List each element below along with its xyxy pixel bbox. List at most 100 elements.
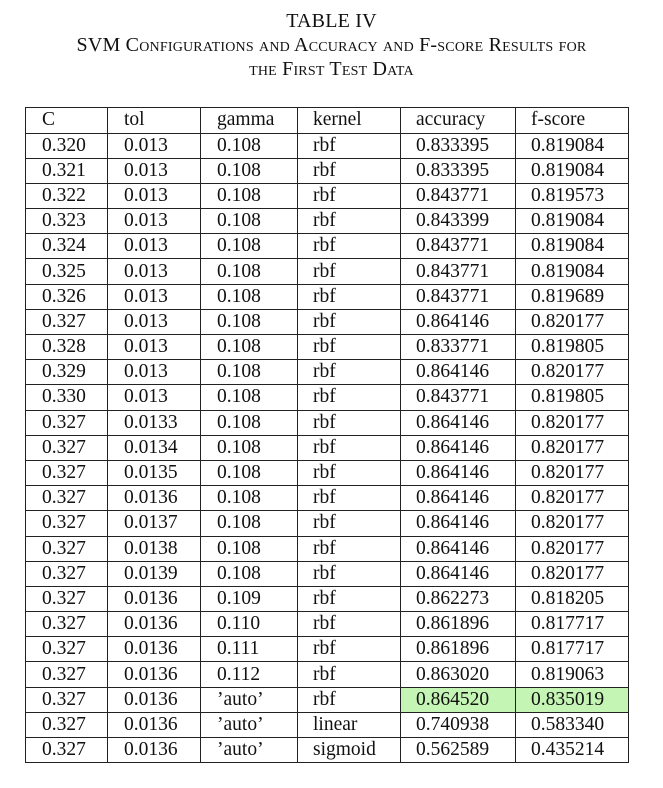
cell-accuracy: 0.864520 xyxy=(400,686,516,713)
cell-kernel: rbf xyxy=(297,611,401,638)
cell-gamma: 0.108 xyxy=(200,308,298,336)
table-row: 0.327 0.0139 0.108 rbf 0.864146 0.820177 xyxy=(25,560,629,587)
cell-tol: 0.013 xyxy=(107,132,201,159)
cell-f-score: 0.820177 xyxy=(515,434,629,461)
cell-tol: 0.013 xyxy=(107,157,201,184)
cell-kernel: rbf xyxy=(297,359,401,386)
header-c: C xyxy=(25,107,108,134)
cell-gamma: 0.108 xyxy=(200,485,298,512)
table-row: 0.327 0.0134 0.108 rbf 0.864146 0.820177 xyxy=(25,434,629,461)
table-row: 0.327 0.0136 0.110 rbf 0.861896 0.817717 xyxy=(25,611,629,638)
cell-f-score: 0.819084 xyxy=(515,157,629,184)
cell-accuracy: 0.862273 xyxy=(400,585,516,613)
table-row: 0.327 0.0138 0.108 rbf 0.864146 0.820177 xyxy=(25,535,629,562)
cell-accuracy: 0.864146 xyxy=(400,560,516,587)
cell-f-score: 0.820177 xyxy=(515,485,629,512)
cell-accuracy: 0.843771 xyxy=(400,233,516,260)
cell-f-score: 0.583340 xyxy=(515,711,629,739)
cell-c: 0.327 xyxy=(25,661,108,688)
cell-tol: 0.0136 xyxy=(107,711,201,739)
cell-gamma: 0.108 xyxy=(200,535,298,562)
cell-f-score: 0.820177 xyxy=(515,510,629,537)
cell-gamma: 0.108 xyxy=(200,157,298,184)
cell-accuracy: 0.861896 xyxy=(400,636,516,663)
cell-f-score: 0.819063 xyxy=(515,661,629,688)
cell-gamma: 0.108 xyxy=(200,208,298,235)
cell-accuracy: 0.864146 xyxy=(400,308,516,336)
table-caption: TABLE IV SVM Configurations and Accuracy… xyxy=(0,9,663,81)
cell-kernel: rbf xyxy=(297,485,401,512)
cell-f-score: 0.820177 xyxy=(515,560,629,587)
table-row: 0.327 0.0135 0.108 rbf 0.864146 0.820177 xyxy=(25,459,629,487)
cell-gamma: 0.108 xyxy=(200,359,298,386)
cell-kernel: rbf xyxy=(297,686,401,713)
cell-accuracy: 0.864146 xyxy=(400,535,516,562)
table-row: 0.327 0.0136 0.112 rbf 0.863020 0.819063 xyxy=(25,661,629,688)
table-label: TABLE IV xyxy=(286,10,377,32)
cell-gamma: 0.108 xyxy=(200,283,298,310)
cell-accuracy: 0.833395 xyxy=(400,157,516,184)
header-gamma: gamma xyxy=(200,107,298,134)
cell-tol: 0.0134 xyxy=(107,434,201,461)
cell-tol: 0.0136 xyxy=(107,585,201,613)
table-row: 0.327 0.013 0.108 rbf 0.864146 0.820177 xyxy=(25,308,629,336)
cell-accuracy: 0.843771 xyxy=(400,258,516,285)
cell-tol: 0.013 xyxy=(107,182,201,210)
cell-kernel: rbf xyxy=(297,661,401,688)
cell-c: 0.328 xyxy=(25,333,108,361)
table-row: 0.326 0.013 0.108 rbf 0.843771 0.819689 xyxy=(25,283,629,310)
cell-c: 0.322 xyxy=(25,182,108,210)
cell-tol: 0.0135 xyxy=(107,459,201,487)
cell-tol: 0.0136 xyxy=(107,686,201,713)
cell-kernel: linear xyxy=(297,711,401,739)
table-row: 0.323 0.013 0.108 rbf 0.843399 0.819084 xyxy=(25,208,629,235)
cell-gamma: ’auto’ xyxy=(200,736,298,764)
cell-kernel: rbf xyxy=(297,157,401,184)
cell-f-score: 0.819084 xyxy=(515,208,629,235)
cell-gamma: 0.108 xyxy=(200,434,298,461)
header-kernel: kernel xyxy=(297,107,401,134)
cell-c: 0.327 xyxy=(25,711,108,739)
cell-gamma: 0.111 xyxy=(200,636,298,663)
table-title-line-1: SVM Configurations and Accuracy and F-sc… xyxy=(76,34,587,56)
cell-c: 0.324 xyxy=(25,233,108,260)
cell-kernel: rbf xyxy=(297,636,401,663)
cell-accuracy: 0.833395 xyxy=(400,132,516,159)
cell-tol: 0.013 xyxy=(107,258,201,285)
cell-tol: 0.0136 xyxy=(107,636,201,663)
cell-accuracy: 0.843399 xyxy=(400,208,516,235)
cell-kernel: rbf xyxy=(297,459,401,487)
cell-c: 0.327 xyxy=(25,409,108,436)
cell-kernel: rbf xyxy=(297,208,401,235)
cell-kernel: rbf xyxy=(297,384,401,411)
cell-gamma: 0.108 xyxy=(200,510,298,537)
cell-kernel: rbf xyxy=(297,409,401,436)
cell-f-score: 0.819805 xyxy=(515,333,629,361)
cell-accuracy: 0.864146 xyxy=(400,359,516,386)
cell-tol: 0.0137 xyxy=(107,510,201,537)
cell-tol: 0.013 xyxy=(107,308,201,336)
cell-tol: 0.013 xyxy=(107,208,201,235)
header-f-score: f-score xyxy=(515,107,629,134)
table-title-line-2: the First Test Data xyxy=(249,58,414,80)
cell-tol: 0.0136 xyxy=(107,661,201,688)
table-row: 0.330 0.013 0.108 rbf 0.843771 0.819805 xyxy=(25,384,629,411)
cell-accuracy: 0.864146 xyxy=(400,409,516,436)
cell-kernel: rbf xyxy=(297,585,401,613)
table-row: 0.327 0.0136’auto’ rbf 0.864520 0.835019 xyxy=(25,686,629,713)
cell-gamma: 0.108 xyxy=(200,233,298,260)
cell-f-score: 0.819573 xyxy=(515,182,629,210)
cell-accuracy: 0.562589 xyxy=(400,736,516,764)
cell-tol: 0.013 xyxy=(107,283,201,310)
cell-kernel: rbf xyxy=(297,333,401,361)
cell-f-score: 0.819805 xyxy=(515,384,629,411)
cell-kernel: rbf xyxy=(297,283,401,310)
cell-gamma: 0.109 xyxy=(200,585,298,613)
table-row: 0.324 0.013 0.108 rbf 0.843771 0.819084 xyxy=(25,233,629,260)
cell-gamma: 0.108 xyxy=(200,384,298,411)
cell-f-score: 0.820177 xyxy=(515,459,629,487)
cell-c: 0.323 xyxy=(25,208,108,235)
cell-accuracy: 0.864146 xyxy=(400,459,516,487)
cell-c: 0.325 xyxy=(25,258,108,285)
cell-c: 0.327 xyxy=(25,736,108,764)
